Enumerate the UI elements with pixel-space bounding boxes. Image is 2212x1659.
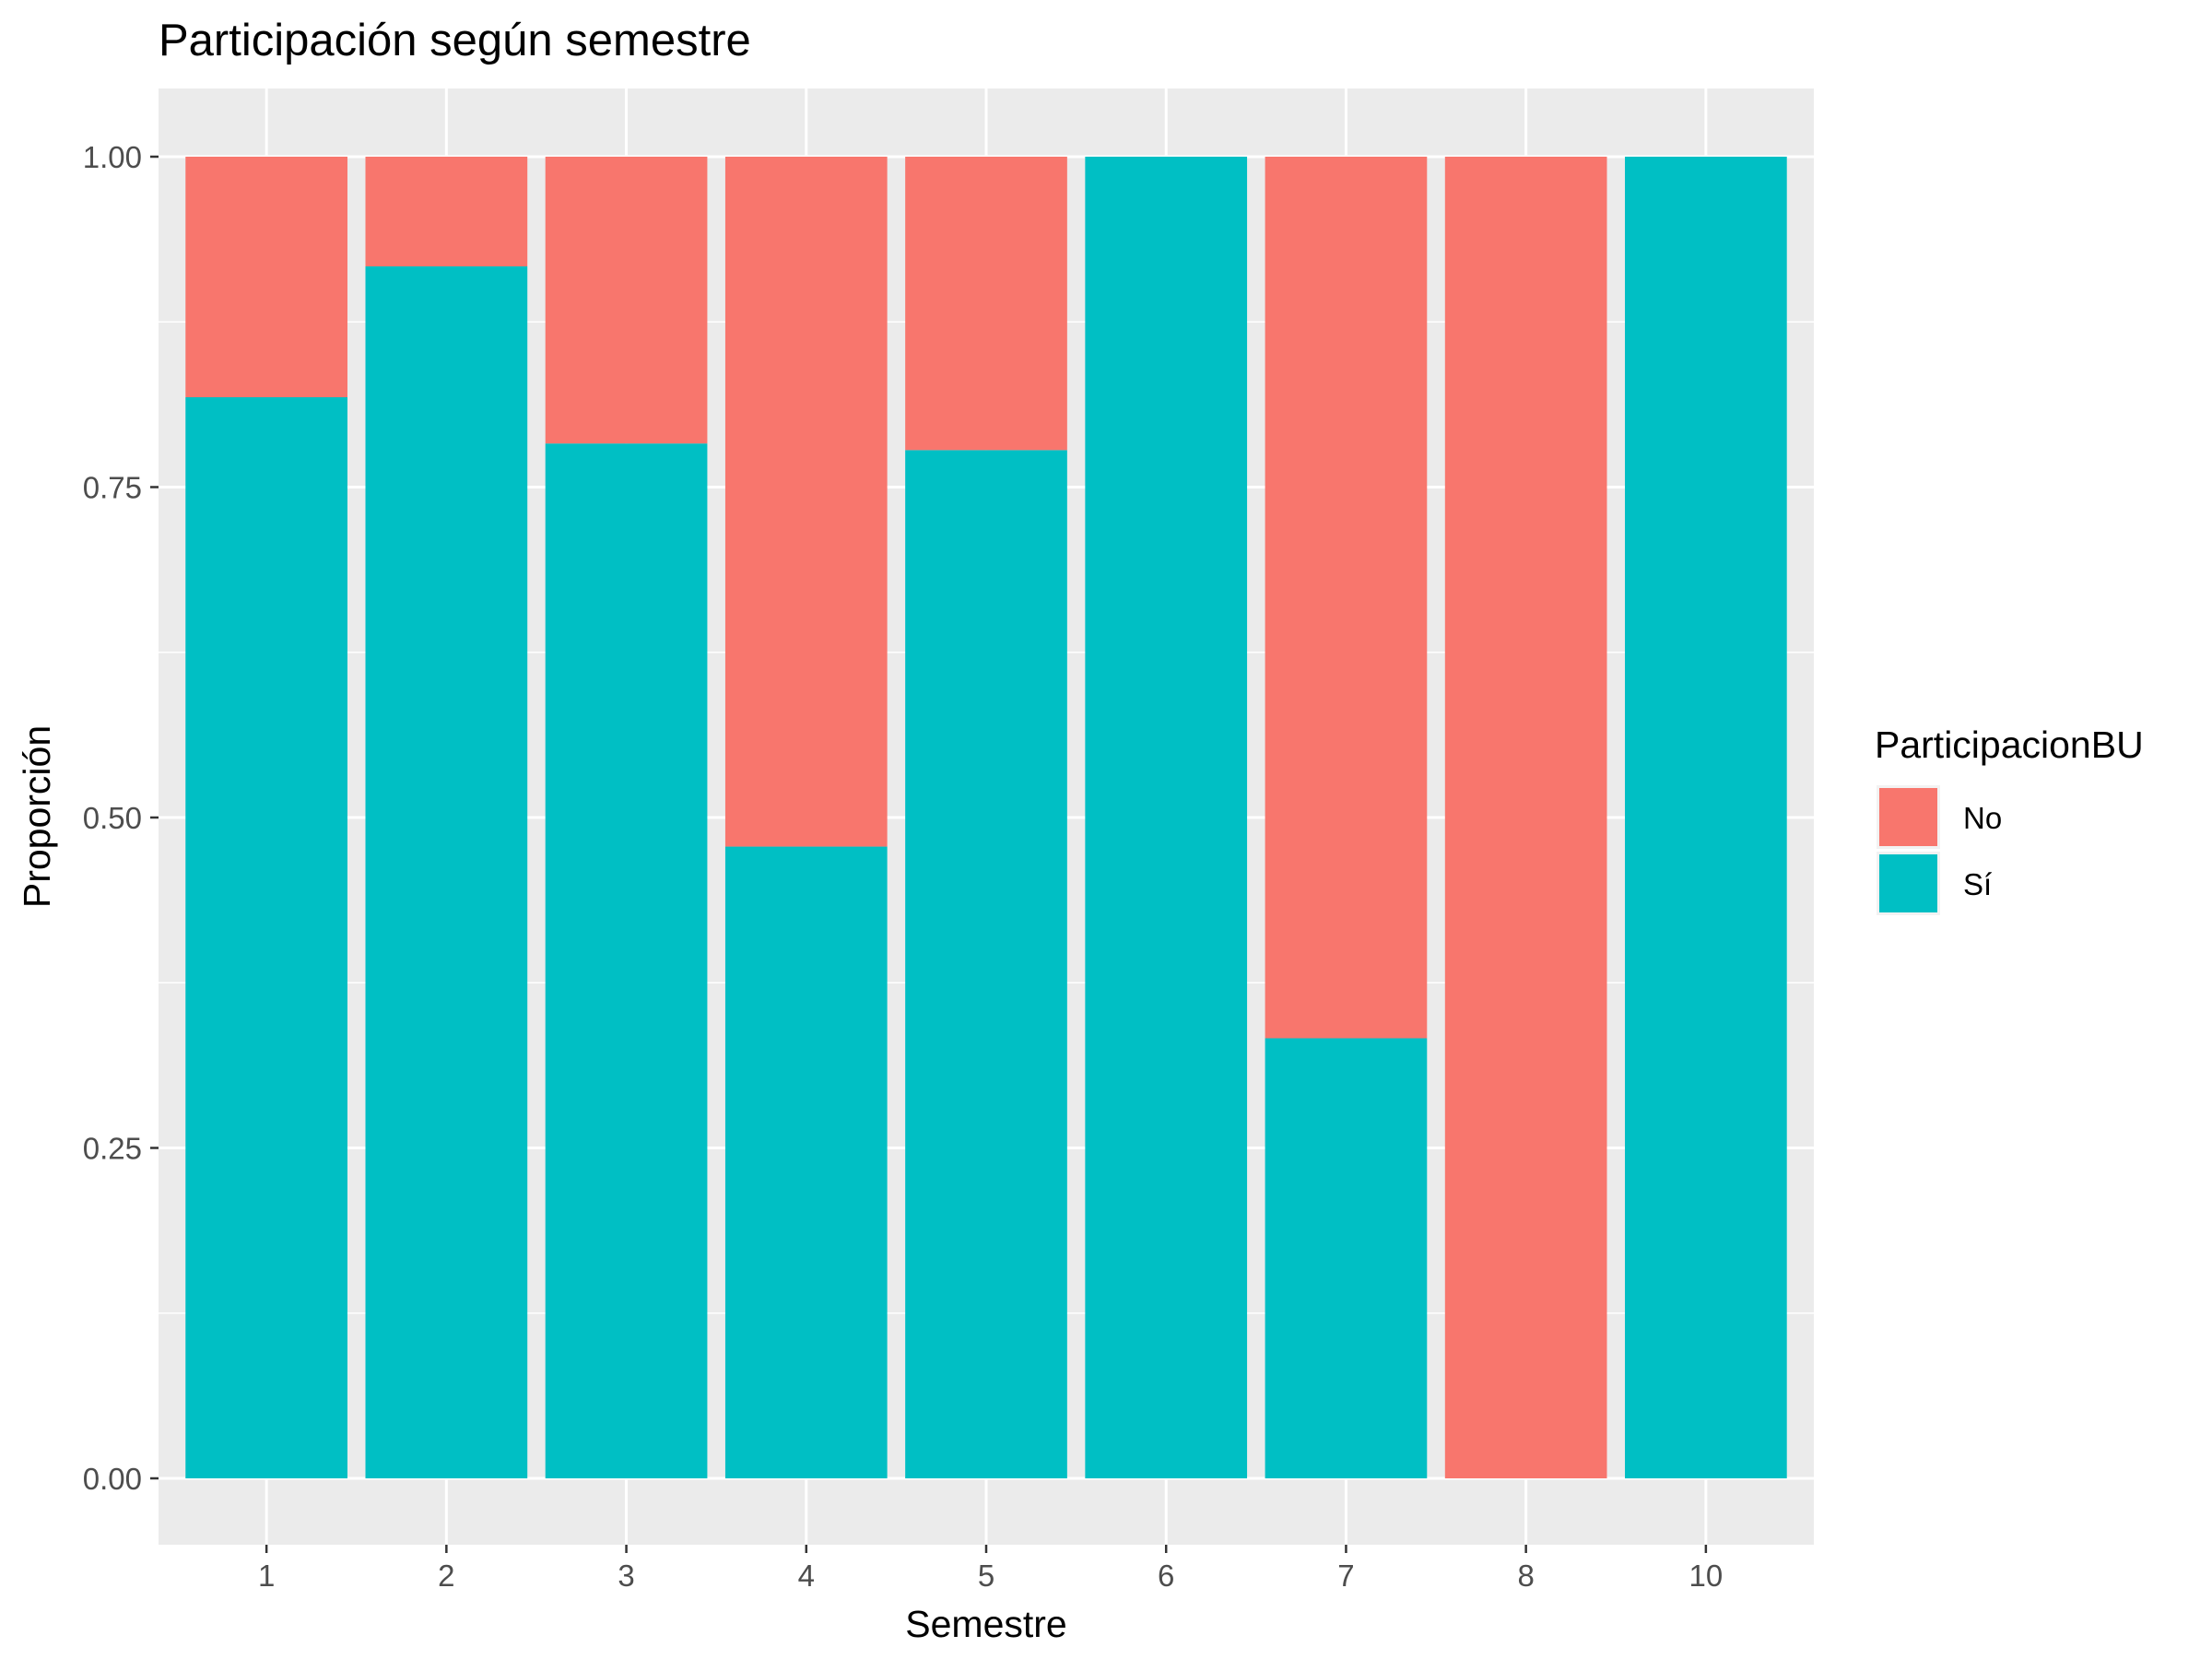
y-tick-label: 0.50 bbox=[83, 801, 142, 835]
bar-segment-si bbox=[1625, 157, 1787, 1478]
x-axis: 1 2 3 4 5 6 7 8 10 bbox=[258, 1545, 1723, 1593]
y-tick-label: 0.75 bbox=[83, 471, 142, 505]
y-axis-title: Proporción bbox=[16, 725, 58, 908]
x-tick-label: 8 bbox=[1517, 1559, 1534, 1593]
bars bbox=[185, 157, 1787, 1479]
bar-segment-no bbox=[724, 157, 888, 847]
y-axis: 0.00 0.25 0.50 0.75 1.00 bbox=[83, 140, 159, 1496]
legend-title: ParticipacionBU bbox=[1875, 724, 2144, 766]
bar-segment-si bbox=[365, 266, 528, 1479]
y-tick-label: 0.25 bbox=[83, 1132, 142, 1166]
bar-segment-si bbox=[905, 450, 1067, 1478]
x-tick-label: 6 bbox=[1158, 1559, 1174, 1593]
x-tick-label: 10 bbox=[1689, 1559, 1724, 1593]
bar-segment-si bbox=[545, 443, 708, 1479]
bar-segment-no bbox=[1265, 157, 1428, 1039]
x-tick-label: 7 bbox=[1337, 1559, 1354, 1593]
bar-segment-no bbox=[365, 157, 528, 267]
y-tick-label: 0.00 bbox=[83, 1462, 142, 1496]
y-tick-label: 1.00 bbox=[83, 140, 142, 174]
x-tick-label: 5 bbox=[978, 1559, 994, 1593]
bar-segment-si bbox=[1265, 1038, 1428, 1478]
x-tick-label: 1 bbox=[258, 1559, 275, 1593]
x-tick-label: 4 bbox=[798, 1559, 815, 1593]
bar-segment-no bbox=[185, 157, 347, 397]
x-tick-label: 3 bbox=[618, 1559, 634, 1593]
chart-title: Participación según semestre bbox=[159, 16, 751, 65]
bar-segment-si bbox=[1085, 157, 1248, 1478]
bar-segment-si bbox=[724, 846, 888, 1478]
x-axis-title: Semestre bbox=[905, 1603, 1066, 1645]
bar-segment-si bbox=[185, 396, 347, 1478]
legend: ParticipacionBU No Sí bbox=[1875, 724, 2144, 915]
legend-label: Sí bbox=[1963, 867, 1992, 901]
legend-key-swatch bbox=[1879, 788, 1937, 846]
legend-key-swatch bbox=[1879, 854, 1937, 912]
legend-label: No bbox=[1963, 801, 2002, 835]
bar-segment-no bbox=[1444, 157, 1607, 1478]
bar-segment-no bbox=[905, 157, 1067, 451]
x-tick-label: 2 bbox=[438, 1559, 454, 1593]
bar-segment-no bbox=[545, 157, 708, 444]
